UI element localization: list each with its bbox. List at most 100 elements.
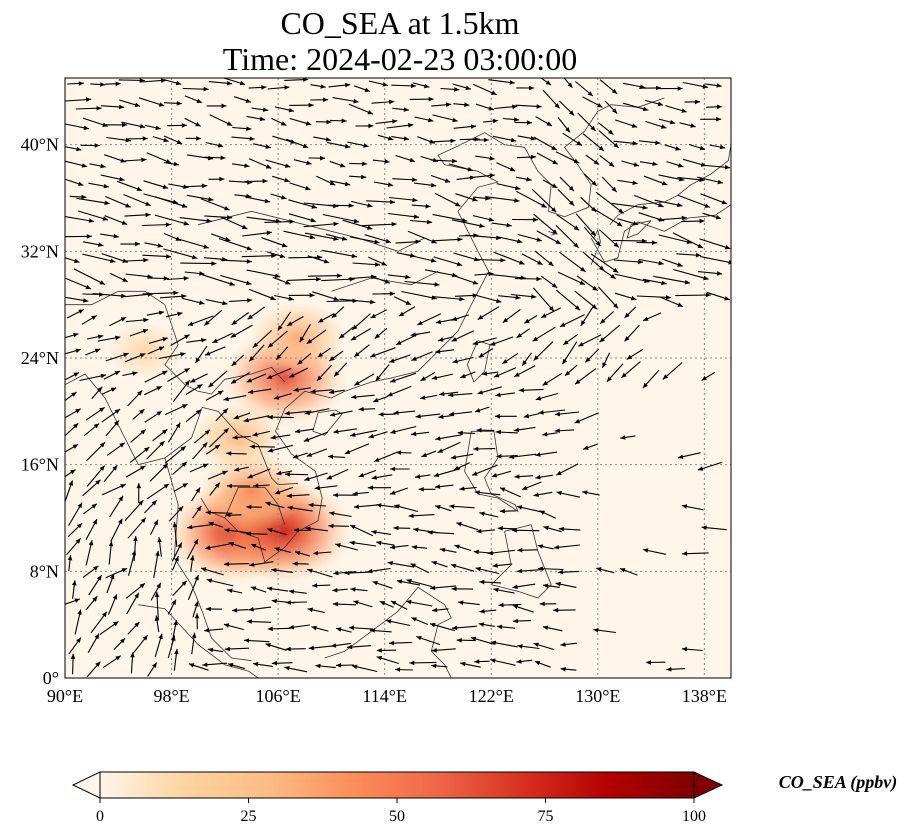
wind-vector-arrow <box>475 566 500 575</box>
wind-vector-arrow <box>557 271 586 286</box>
wind-vector-arrow <box>349 236 380 244</box>
wind-vector-arrow <box>395 239 421 244</box>
wind-vector-arrow <box>437 441 461 454</box>
wind-vector-arrow <box>68 637 82 655</box>
wind-vector-arrow <box>82 253 116 263</box>
wind-vector-arrow <box>645 120 667 129</box>
wind-vector-arrow <box>601 176 617 193</box>
wind-vector-arrow <box>208 370 228 388</box>
wind-vector-arrow <box>344 443 370 455</box>
wind-vector-arrow <box>230 324 253 338</box>
wind-vector-arrow <box>109 272 128 283</box>
wind-vector-arrow <box>701 371 716 381</box>
longitude-tick-label: 114°E <box>362 686 407 706</box>
wind-vector-arrow <box>396 450 412 455</box>
wind-vector-arrow <box>490 658 516 666</box>
wind-vector-arrow <box>514 276 542 282</box>
wind-vector-arrow <box>303 221 339 228</box>
wind-vector-arrow <box>253 483 270 488</box>
wind-vector-arrow <box>517 233 543 242</box>
wind-vector-arrow <box>376 648 397 653</box>
wind-vector-arrow <box>90 611 108 634</box>
wind-vector-arrow <box>335 627 352 633</box>
wind-vector-arrow <box>582 490 600 496</box>
latitude-tick-label: 32°N <box>21 241 59 261</box>
wind-vector-arrow <box>129 446 150 464</box>
wind-vector-arrow <box>158 352 186 360</box>
wind-vector-arrow <box>431 663 448 669</box>
wind-vector-arrow <box>82 565 99 578</box>
wind-vector-arrow <box>67 522 83 537</box>
wind-vector-arrow <box>598 130 620 149</box>
wind-vector-arrow <box>537 566 564 571</box>
wind-vector-arrow <box>557 117 571 133</box>
wind-vector-arrow <box>481 371 499 376</box>
wind-vector-arrow <box>472 337 497 346</box>
longitude-tick-label: 122°E <box>469 686 514 706</box>
wind-vector-arrow <box>389 354 411 363</box>
wind-vector-arrow <box>457 430 475 436</box>
wind-vector-arrow <box>167 367 190 382</box>
wind-vector-arrow <box>496 162 516 172</box>
wind-vector-arrow <box>677 452 701 459</box>
wind-vector-arrow <box>475 103 495 111</box>
wind-vector-arrow <box>129 329 149 337</box>
wind-vector-arrow <box>349 161 368 167</box>
wind-vector-arrow <box>387 385 412 397</box>
wind-vector-arrow <box>474 490 501 496</box>
wind-vector-arrow <box>479 579 502 585</box>
wind-vector-arrow <box>224 646 250 652</box>
wind-vector-arrow <box>351 394 375 400</box>
wind-vector-arrow <box>65 234 92 239</box>
wind-vector-arrow <box>639 85 662 91</box>
wind-vector-arrow <box>538 409 566 415</box>
wind-vector-arrow <box>65 348 82 355</box>
wind-vector-arrow <box>86 465 106 487</box>
wind-vector-arrow <box>265 643 287 651</box>
wind-vector-arrow <box>535 116 553 127</box>
wind-vector-arrow <box>227 588 243 594</box>
wind-vector-arrow <box>393 525 411 531</box>
wind-vector-arrow <box>347 141 369 148</box>
wind-vector-arrow <box>435 505 452 512</box>
wind-vector-arrow <box>223 623 245 631</box>
wind-vector-arrow <box>512 583 536 590</box>
wind-vector-arrow <box>270 434 291 440</box>
wind-vector-arrow <box>327 203 354 208</box>
wind-vector-arrow <box>638 258 664 266</box>
wind-vector-arrow <box>339 298 376 305</box>
wind-vector-arrow <box>371 474 393 480</box>
wind-vector-arrow <box>182 86 209 92</box>
latitude-tick-label: 8°N <box>30 561 59 581</box>
wind-vector-arrow <box>390 372 417 383</box>
wind-vector-arrow <box>619 567 638 576</box>
wind-vector-arrow <box>471 464 498 476</box>
wind-vector-arrow <box>209 114 233 127</box>
wind-vector-arrow <box>101 387 117 395</box>
wind-vector-arrow <box>390 466 410 472</box>
wind-vector-arrow <box>453 274 479 285</box>
wind-vector-arrow <box>349 524 374 537</box>
wind-vector-arrow <box>521 352 532 367</box>
wind-vector-arrow <box>460 371 476 379</box>
wind-vector-arrow <box>511 528 540 533</box>
wind-vector-arrow <box>274 486 294 495</box>
wind-vector-arrow <box>246 504 262 510</box>
wind-vector-arrow <box>518 387 544 393</box>
wind-vector-arrow <box>246 269 281 279</box>
wind-vector-arrow <box>294 550 310 557</box>
wind-vector-arrow <box>516 505 544 513</box>
wind-vector-arrow <box>498 295 521 300</box>
wind-vector-arrow <box>495 429 518 435</box>
wind-vector-arrow <box>415 413 441 419</box>
wind-vector-arrow <box>286 138 309 149</box>
wind-vector-arrow <box>86 334 104 340</box>
wind-vector-arrow <box>165 311 183 318</box>
wind-vector-arrow <box>700 256 731 265</box>
wind-vector-arrow <box>232 126 252 131</box>
wind-vector-arrow <box>194 345 208 364</box>
wind-vector-arrow <box>351 664 378 673</box>
wind-vector-arrow <box>554 428 575 433</box>
wind-vector-arrow <box>580 305 595 327</box>
wind-vector-arrow <box>113 637 126 650</box>
